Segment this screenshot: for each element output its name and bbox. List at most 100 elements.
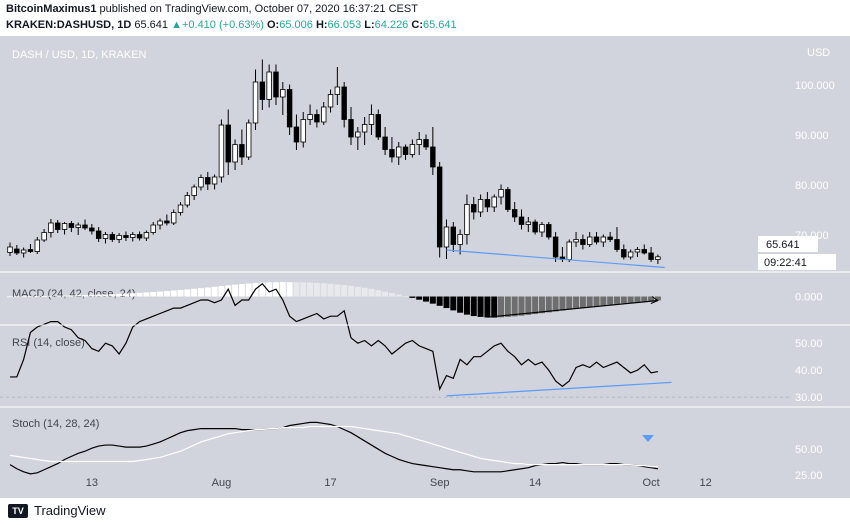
- macd-bar: [7, 296, 13, 298]
- high-value: 66.053: [327, 19, 362, 31]
- candle-up: [655, 256, 661, 260]
- candle-down: [648, 252, 654, 260]
- candle-up: [7, 246, 13, 253]
- candle-down: [621, 249, 627, 258]
- last-price-tag-text: 65.641: [766, 239, 800, 251]
- author-name[interactable]: BitcoinMaximus1: [6, 3, 97, 15]
- macd-bar: [423, 296, 430, 302]
- candle-up: [191, 186, 197, 196]
- footer-brand[interactable]: TradingView: [34, 503, 106, 518]
- macd-bar: [395, 294, 402, 297]
- macd-bar: [320, 283, 327, 297]
- x-tick-label: Oct: [643, 477, 660, 489]
- candle-up: [245, 122, 252, 158]
- candle-up: [600, 236, 607, 243]
- countdown-tag: [758, 254, 836, 270]
- price-support-trendline: [446, 249, 665, 269]
- price-unit: USD: [807, 47, 830, 59]
- macd-bar: [498, 296, 505, 318]
- candle-down: [436, 166, 443, 248]
- macd-bar: [463, 296, 470, 315]
- macd-bar: [409, 296, 416, 298]
- macd-bar: [416, 296, 423, 300]
- macd-bar: [95, 294, 102, 297]
- candle-up: [184, 195, 191, 206]
- ohlc-bar: KRAKEN:DASHUSD, 1D 65.641 ▲+0.410 (+0.63…: [6, 19, 457, 31]
- candle-down: [389, 149, 395, 158]
- macd-bar: [157, 291, 164, 297]
- macd-bar: [232, 284, 239, 297]
- candle-up: [443, 226, 450, 248]
- x-tick-label: Sep: [430, 477, 450, 489]
- macd-bar: [184, 289, 191, 297]
- open-value: 65.006: [279, 19, 313, 31]
- stoch-series: [9, 421, 658, 475]
- chart-background: [0, 36, 850, 498]
- close-value: 65.641: [422, 19, 457, 31]
- open-label: O:: [266, 19, 280, 31]
- candle-down: [164, 220, 170, 224]
- candle-up: [300, 119, 306, 143]
- candle-down: [518, 216, 525, 225]
- candle-down: [580, 239, 586, 245]
- macd-bar: [170, 290, 177, 297]
- price-scale-labels: 65.641 09:22:41: [758, 236, 836, 270]
- candle-up: [396, 146, 402, 158]
- macd-bar: [341, 285, 348, 297]
- candle-up: [266, 71, 272, 100]
- candle-up: [218, 124, 225, 178]
- macd-bar: [368, 288, 375, 297]
- macd-title: MACD (24, 42, close, 24): [12, 288, 136, 300]
- candle-down: [286, 89, 293, 128]
- macd-bar: [375, 290, 382, 297]
- main-title: DASH / USD, 1D, KRAKEN: [12, 49, 147, 61]
- macd-bar: [334, 284, 341, 297]
- macd-bar: [457, 296, 464, 313]
- macd-bar: [177, 290, 184, 297]
- macd-bar: [218, 286, 225, 297]
- macd-bar: [191, 288, 198, 297]
- candle-up: [361, 124, 368, 133]
- candle-down: [607, 236, 613, 240]
- countdown-tag-text: 09:22:41: [764, 257, 807, 269]
- macd-bar: [545, 296, 552, 313]
- macd-bar: [129, 293, 136, 297]
- macd-bar: [204, 287, 211, 297]
- macd-bar: [348, 285, 354, 297]
- macd-bar: [20, 296, 27, 298]
- macd-bar: [327, 283, 334, 297]
- candle-up: [34, 239, 40, 252]
- macd-bar: [13, 296, 20, 298]
- macd-bar: [259, 282, 266, 297]
- macd-bar: [27, 296, 34, 297]
- footer-branding: TV TradingView: [8, 503, 106, 518]
- last-price: 65.641: [134, 19, 169, 31]
- candle-down: [27, 249, 34, 252]
- candle-up: [464, 204, 470, 235]
- macd-bar: [266, 282, 273, 297]
- candle-down: [546, 224, 552, 238]
- candle-up: [116, 235, 122, 240]
- macd-bar: [122, 293, 129, 297]
- y-tick-label: 100.000: [795, 80, 835, 92]
- low-value: 64.226: [374, 19, 409, 31]
- candle-down: [505, 189, 511, 210]
- stoch-y-axis: 25.00 50.00: [795, 444, 823, 482]
- macd-bar: [579, 296, 586, 308]
- macd-bar: [354, 286, 361, 297]
- candle-up: [211, 176, 218, 185]
- arrowhead-icon: [650, 296, 659, 304]
- rsi-title: RSI (14, close): [12, 337, 85, 349]
- macd-bar: [47, 295, 54, 297]
- candle-down: [614, 239, 620, 250]
- candle-down: [225, 124, 231, 163]
- macd-bar: [143, 292, 150, 297]
- candle-up: [280, 89, 286, 98]
- candle-down: [402, 146, 409, 155]
- candle-down: [375, 114, 381, 138]
- macd-bar: [150, 291, 157, 297]
- macd-bar: [525, 296, 532, 315]
- candle-down: [89, 227, 95, 232]
- candle-series: [7, 59, 661, 264]
